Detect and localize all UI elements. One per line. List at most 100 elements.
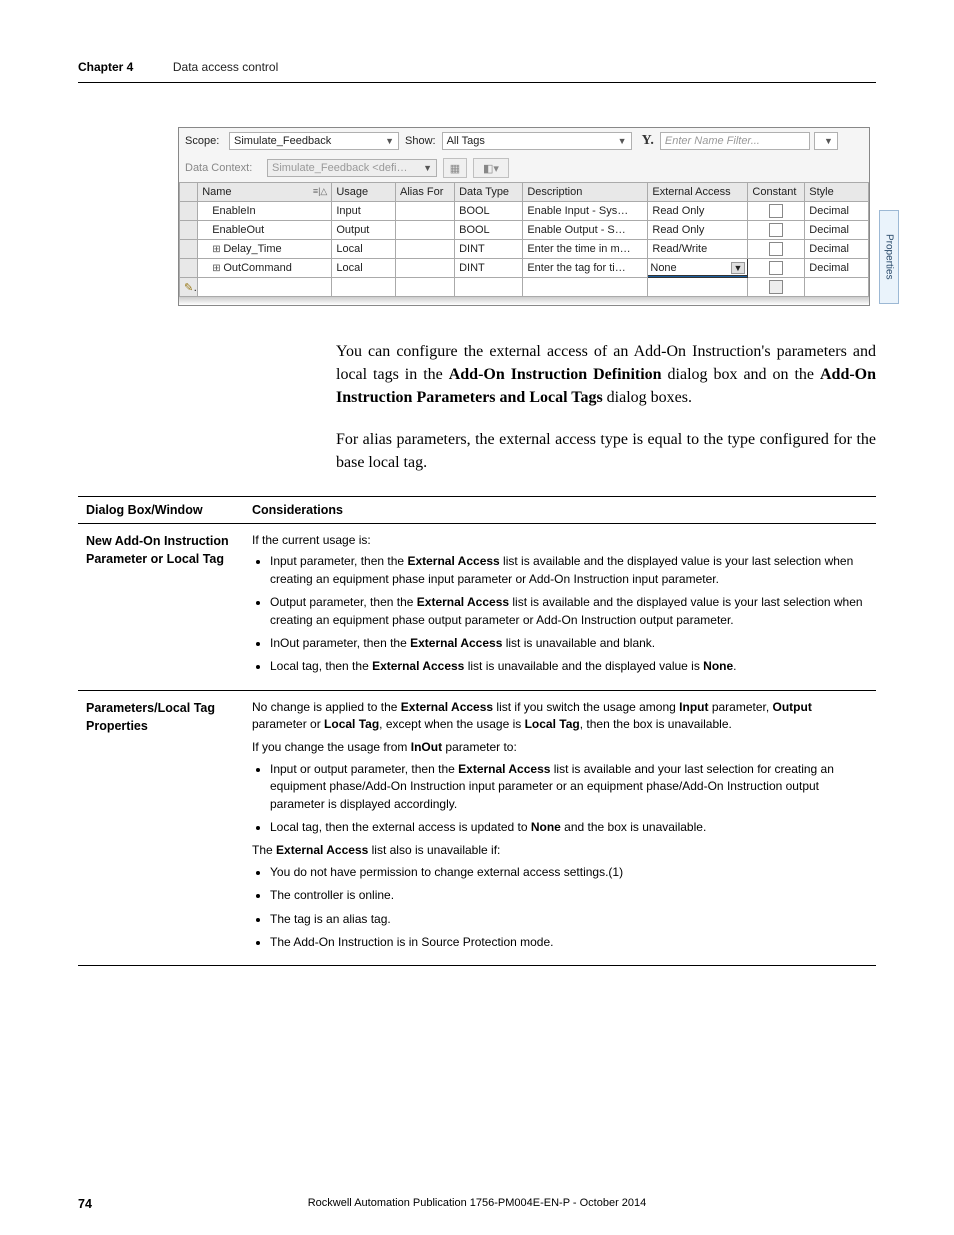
cell-name[interactable]: EnableOut xyxy=(198,221,332,240)
grid-row[interactable]: OutCommandLocal DINTEnter the tag for ti…… xyxy=(180,259,869,278)
cell-datatype[interactable]: DINT xyxy=(455,240,523,259)
cell-style[interactable]: Decimal xyxy=(805,221,869,240)
constant-checkbox xyxy=(769,280,783,294)
grid-cell[interactable] xyxy=(748,278,805,297)
cell-description[interactable]: Enter the tag for ti… xyxy=(523,259,648,278)
row-handle xyxy=(180,202,198,221)
list-item: Input parameter, then the External Acces… xyxy=(270,553,868,588)
cell-alias[interactable] xyxy=(396,221,455,240)
data-context-value: Simulate_Feedback <defi… xyxy=(272,162,407,174)
toolbar-row-1: Scope: Simulate_Feedback ▼ Show: All Tag… xyxy=(179,128,869,154)
cell-usage[interactable]: Local xyxy=(332,259,396,278)
scope-combo[interactable]: Simulate_Feedback ▼ xyxy=(229,132,399,150)
name-filter-dropdown[interactable]: ▼ xyxy=(814,132,838,150)
list-item: Local tag, then the External Access list… xyxy=(270,658,868,675)
toolbar-row-2: Data Context: Simulate_Feedback <defi… ▼… xyxy=(179,154,869,182)
pencil-icon: ✎ xyxy=(184,282,198,294)
page-footer: 74 Rockwell Automation Publication 1756-… xyxy=(78,1197,876,1211)
constant-checkbox[interactable] xyxy=(769,223,783,237)
scope-label: Scope: xyxy=(185,135,223,147)
list-item: You do not have permission to change ext… xyxy=(270,864,868,881)
col-header-constant[interactable]: Constant xyxy=(748,183,805,202)
cell-name[interactable]: Delay_Time xyxy=(198,240,332,259)
cell-constant[interactable] xyxy=(748,221,805,240)
cell-external-access[interactable]: Read Only xyxy=(648,221,748,240)
col-header-alias[interactable]: Alias For xyxy=(396,183,455,202)
grid-new-row[interactable]: ✎ xyxy=(180,278,869,297)
cell-datatype[interactable]: DINT xyxy=(455,259,523,278)
cell-usage[interactable]: Input xyxy=(332,202,396,221)
dropdown-arrow-icon[interactable]: ▼ xyxy=(731,262,746,274)
cell-usage[interactable]: Local xyxy=(332,240,396,259)
grid-row[interactable]: EnableInInput BOOLEnable Input - Sys…Read… xyxy=(180,202,869,221)
dropdown-arrow-icon: ▼ xyxy=(618,136,627,146)
body-text: You can configure the external access of… xyxy=(336,340,876,474)
grid-corner-cell xyxy=(180,183,198,202)
grid-cell[interactable] xyxy=(523,278,648,297)
consid-row-2: Parameters/Local Tag Properties No chang… xyxy=(78,690,876,966)
col-header-description[interactable]: Description xyxy=(523,183,648,202)
cell-name[interactable]: OutCommand xyxy=(198,259,332,278)
grid-cell[interactable]: ✎ xyxy=(180,278,198,297)
cell-external-access[interactable]: None▼Read/WriteRead OnlyNone xyxy=(648,259,748,278)
cell-usage[interactable]: Output xyxy=(332,221,396,240)
grid-cell[interactable] xyxy=(198,278,332,297)
consid-row-1: New Add-On Instruction Parameter or Loca… xyxy=(78,523,876,690)
constant-checkbox[interactable] xyxy=(769,204,783,218)
grid-cell[interactable] xyxy=(396,278,455,297)
cell-datatype[interactable]: BOOL xyxy=(455,221,523,240)
grid-row[interactable]: EnableOutOutput BOOLEnable Output - S…Rea… xyxy=(180,221,869,240)
grid-cell[interactable] xyxy=(648,278,748,297)
cell-style[interactable]: Decimal xyxy=(805,202,869,221)
cell-external-access[interactable]: Read Only xyxy=(648,202,748,221)
properties-side-tab[interactable]: Properties xyxy=(879,210,899,304)
grid-cell[interactable] xyxy=(332,278,396,297)
col-header-style[interactable]: Style xyxy=(805,183,869,202)
cell-constant[interactable] xyxy=(748,259,805,278)
cell-style[interactable]: Decimal xyxy=(805,240,869,259)
consid-row2-label: Parameters/Local Tag Properties xyxy=(78,690,244,966)
col-header-usage[interactable]: Usage xyxy=(332,183,396,202)
cell-description[interactable]: Enter the time in m… xyxy=(523,240,648,259)
cell-style[interactable]: Decimal xyxy=(805,259,869,278)
data-context-combo: Simulate_Feedback <defi… ▼ xyxy=(267,159,437,177)
cell-description[interactable]: Enable Input - Sys… xyxy=(523,202,648,221)
list-item: Local tag, then the external access is u… xyxy=(270,819,868,836)
toolbar-button-1[interactable]: ▦ xyxy=(443,158,467,178)
cell-description[interactable]: Enable Output - S… xyxy=(523,221,648,240)
grid-cell[interactable] xyxy=(805,278,869,297)
cell-alias[interactable] xyxy=(396,202,455,221)
show-label: Show: xyxy=(405,135,436,147)
constant-checkbox[interactable] xyxy=(769,242,783,256)
screenshot-bottom-edge xyxy=(179,297,869,305)
tag-grid: Name ≡|△ Usage Alias For Data Type Descr… xyxy=(179,182,869,297)
dropdown-arrow-icon: ▼ xyxy=(423,163,432,173)
cell-constant[interactable] xyxy=(748,202,805,221)
consid-col2-header: Considerations xyxy=(244,496,876,523)
grid-header-row: Name ≡|△ Usage Alias For Data Type Descr… xyxy=(180,183,869,202)
consid-row1-content: If the current usage is: Input parameter… xyxy=(244,523,876,690)
row-handle xyxy=(180,259,198,278)
external-access-dropdown-menu[interactable]: Read/WriteRead OnlyNone xyxy=(648,275,748,278)
cell-external-access[interactable]: Read/Write xyxy=(648,240,748,259)
cell-alias[interactable] xyxy=(396,259,455,278)
grid-row[interactable]: Delay_TimeLocal DINTEnter the time in m…R… xyxy=(180,240,869,259)
cell-name[interactable]: EnableIn xyxy=(198,202,332,221)
cell-datatype[interactable]: BOOL xyxy=(455,202,523,221)
constant-checkbox[interactable] xyxy=(769,261,783,275)
chapter-title: Data access control xyxy=(173,60,278,74)
filter-icon: Y. xyxy=(642,133,654,149)
col-header-datatype[interactable]: Data Type xyxy=(455,183,523,202)
tool-icon: ◧▾ xyxy=(483,162,499,175)
cell-alias[interactable] xyxy=(396,240,455,259)
tool-icon: ▦ xyxy=(450,162,460,175)
col-header-external-access[interactable]: External Access xyxy=(648,183,748,202)
publication-id: Rockwell Automation Publication 1756-PM0… xyxy=(78,1197,876,1209)
col-header-name[interactable]: Name ≡|△ xyxy=(198,183,332,202)
toolbar-button-2[interactable]: ◧▾ xyxy=(473,158,509,178)
dropdown-option[interactable]: Read/Write xyxy=(648,276,748,278)
name-filter-input[interactable]: Enter Name Filter... xyxy=(660,132,810,150)
grid-cell[interactable] xyxy=(455,278,523,297)
show-combo[interactable]: All Tags ▼ xyxy=(442,132,632,150)
cell-constant[interactable] xyxy=(748,240,805,259)
